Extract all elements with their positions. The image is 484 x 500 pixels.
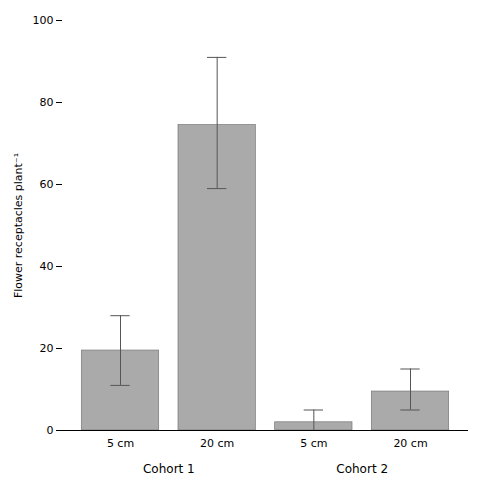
svg-text:80: 80 (40, 96, 54, 109)
svg-text:Cohort 1: Cohort 1 (143, 462, 195, 476)
svg-text:20: 20 (40, 342, 54, 355)
svg-text:5 cm: 5 cm (107, 437, 134, 450)
svg-text:0: 0 (47, 424, 54, 437)
svg-text:20 cm: 20 cm (393, 437, 427, 450)
svg-text:Cohort 2: Cohort 2 (336, 462, 388, 476)
svg-text:40: 40 (40, 260, 54, 273)
svg-text:20 cm: 20 cm (200, 437, 234, 450)
svg-text:60: 60 (40, 178, 54, 191)
svg-text:100: 100 (33, 14, 54, 27)
svg-text:Flower receptacles plant⁻¹: Flower receptacles plant⁻¹ (12, 153, 25, 298)
svg-text:5 cm: 5 cm (300, 437, 327, 450)
